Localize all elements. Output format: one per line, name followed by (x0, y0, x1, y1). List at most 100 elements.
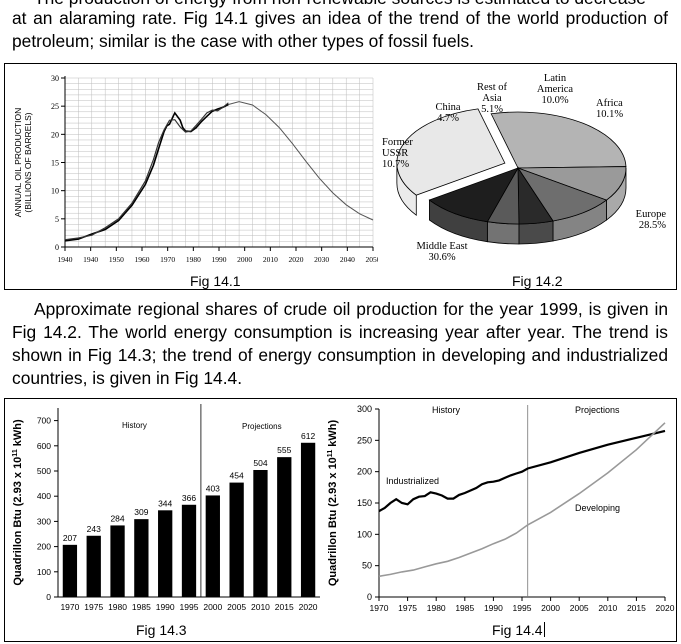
fig14-2-caption: Fig 14.2 (512, 273, 563, 289)
paragraph-intro: at an alaraming rate. Fig 14.1 gives an … (12, 8, 668, 51)
x-tick-label: 2005 (570, 603, 589, 613)
pie-label: 4.7% (437, 113, 459, 124)
bar-1975 (86, 535, 101, 597)
section-label-history: History (432, 405, 461, 415)
y-tick-label: 50 (362, 561, 372, 571)
fig14-4-caption: Fig 14.4 (492, 622, 545, 638)
fig14-4-caption-text: Fig 14.4 (492, 622, 543, 638)
x-tick-label: 2000 (237, 255, 252, 264)
x-tick-label: 2005 (227, 602, 246, 612)
pie-label: Asia (482, 93, 502, 104)
bar-value-label: 207 (63, 533, 77, 543)
x-tick-label: 1950 (109, 255, 124, 264)
pie-slice-middle-east (396, 108, 506, 196)
pie-label: Former (382, 137, 413, 148)
pie-side-china (486, 221, 520, 245)
bar-value-label: 243 (87, 524, 101, 534)
pie-label: 30.6% (428, 252, 455, 263)
y-tick-label: 200 (37, 542, 51, 552)
x-tick-label: 1985 (132, 602, 151, 612)
pie-slice-former-ussr (428, 167, 519, 223)
bar-2020 (300, 442, 316, 597)
figure-frame-top (4, 63, 677, 290)
fig14-4-chart: 0 50 100 150 200 250 300 1970 1975 1980 1985 1990 19… (327, 404, 675, 613)
x-tick-label: 1985 (455, 603, 474, 613)
x-tick-label: 1940 (58, 255, 73, 264)
y-tick-label: 15 (51, 159, 59, 168)
series-line-historical (64, 103, 229, 242)
x-tick-label: 2010 (251, 602, 270, 612)
y-tick-label: 600 (37, 441, 51, 451)
series-label-developing: Developing (575, 503, 620, 513)
pie-slice-europe (490, 111, 627, 169)
y-tick-label: 0 (46, 592, 51, 602)
x-tick-label: 1940 (83, 255, 98, 264)
y-axis-label: ANNUAL OIL PRODUCTION (13, 108, 23, 217)
x-tick-label: 1975 (398, 603, 417, 613)
y-tick-label: 150 (357, 498, 372, 508)
pie-label: Europe (636, 209, 667, 220)
bar-value-label: 309 (134, 507, 148, 517)
bar-2015 (277, 457, 292, 597)
y-axis-label: (BILLIONS OF BARRELS) (23, 112, 33, 212)
y-tick-label: 300 (37, 516, 51, 526)
x-tick-label: 1980 (427, 603, 446, 613)
x-tick-label: 1980 (108, 602, 127, 612)
y-tick-label: 700 (37, 416, 51, 426)
x-tick-label: 2020 (289, 255, 304, 264)
x-tick-label: 1995 (180, 602, 199, 612)
y-tick-label: 100 (37, 567, 51, 577)
fig14-3-caption: Fig 14.3 (136, 622, 187, 638)
x-tick-label: 2040 (340, 255, 355, 264)
pie-label: Latin (544, 73, 567, 84)
series-line-historical-alt (64, 102, 229, 241)
pie-label: America (537, 84, 573, 95)
y-axis-label-unit: kWh) (327, 420, 339, 450)
bar-1970 (62, 544, 78, 597)
y-tick-label: 300 (357, 404, 372, 414)
y-tick-label: 0 (367, 592, 372, 602)
x-tick-label: 1990 (484, 603, 503, 613)
x-tick-label: 2015 (275, 602, 294, 612)
x-tick-label: 1990 (212, 255, 227, 264)
y-tick-label: 25 (51, 102, 59, 111)
bar-2000 (205, 495, 220, 597)
bar-2010 (253, 469, 268, 597)
fig14-3-chart: 0 100 200 300 400 500 600 700 207 1970 243 1975 284 1… (12, 404, 320, 612)
y-tick-label: 500 (37, 466, 51, 476)
bar-value-label: 504 (253, 458, 267, 468)
x-tick-label: 2030 (314, 255, 329, 264)
y-axis-label: Quadrillon Btu (2.93 x 1011 kWh) (327, 420, 339, 587)
x-tick-label: 1995 (513, 603, 532, 613)
x-tick-label: 2000 (541, 603, 560, 613)
section-label-history: History (122, 421, 147, 430)
pie-label: 10.1% (596, 109, 623, 120)
x-tick-label: 2010 (263, 255, 278, 264)
bar-value-label: 454 (230, 471, 244, 481)
y-tick-label: 400 (37, 491, 51, 501)
x-tick-label: 1960 (135, 255, 150, 264)
y-tick-label: 100 (357, 529, 372, 539)
x-tick-label: 1970 (60, 602, 79, 612)
pie-label: 10.0% (541, 95, 568, 106)
x-tick-label: 2015 (627, 603, 646, 613)
x-tick-label: 1970 (370, 603, 389, 613)
pie-side-rest-of-asia (518, 220, 554, 245)
series-line-projection (228, 101, 374, 221)
pie-label: China (435, 102, 460, 113)
x-tick-label: 2010 (598, 603, 617, 613)
y-tick-label: 0 (55, 243, 59, 252)
series-label-industrialized: Industrialized (386, 476, 439, 486)
bar-1980 (110, 525, 125, 597)
pie-label: USSR (382, 148, 408, 159)
series-line-developing (378, 422, 666, 578)
pie-label: 28.5% (639, 220, 666, 231)
bar-2005 (229, 482, 244, 597)
y-axis-label-exponent: 11 (12, 449, 19, 457)
pie-label: Rest of (477, 82, 508, 93)
y-tick-label: 30 (51, 74, 59, 83)
pie-label: 5.1% (481, 104, 503, 115)
section-label-projections: Projections (242, 422, 282, 431)
